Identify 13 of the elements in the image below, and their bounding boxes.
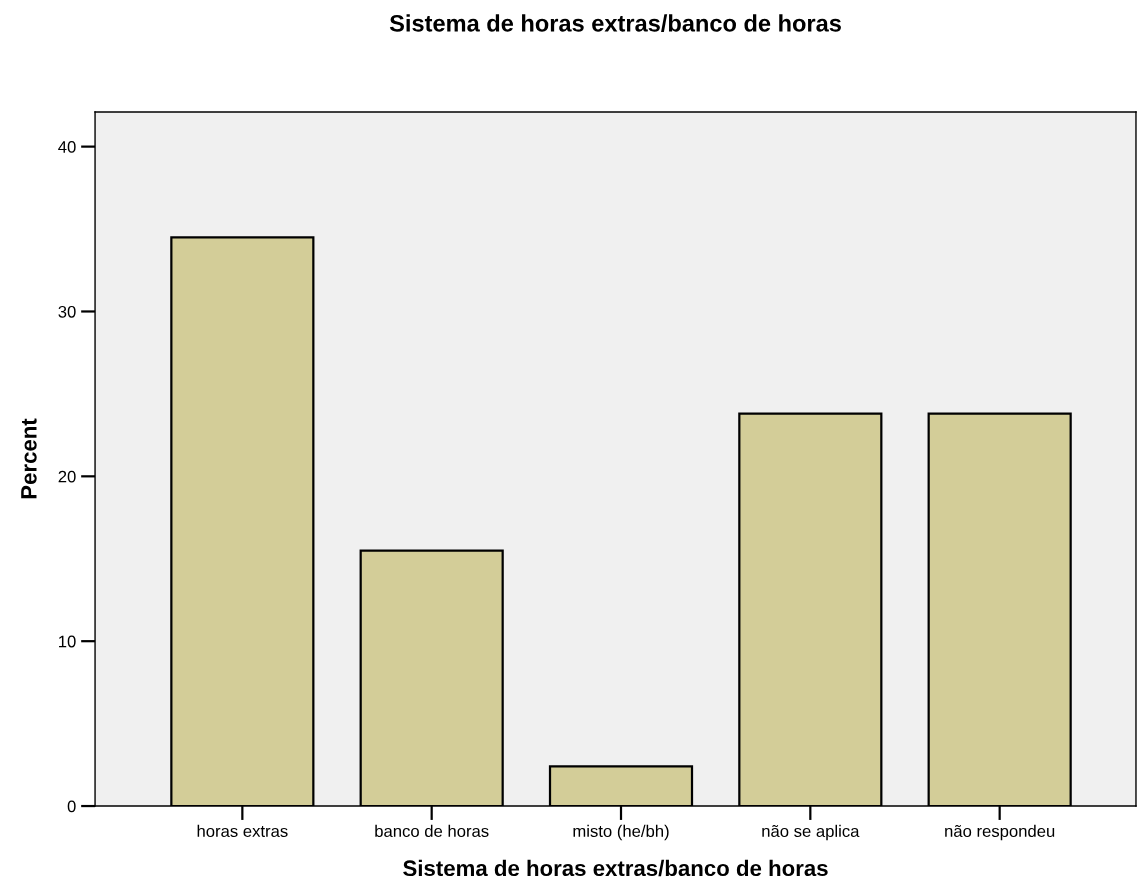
y-axis-title: Percent <box>21 418 37 499</box>
x-tick-label: não se aplica <box>762 824 860 841</box>
y-tick-label: 0 <box>67 800 76 813</box>
x-tick-label: misto (he/bh) <box>573 824 669 841</box>
y-tick-label: 20 <box>58 470 76 483</box>
x-tick-label: não respondeu <box>945 824 1055 841</box>
y-tick-label: 30 <box>58 305 76 318</box>
x-tick-label: banco de horas <box>375 824 489 838</box>
chart-title: Sistema de horas extras/banco de horas <box>389 14 841 32</box>
y-tick-label: 10 <box>59 635 76 648</box>
x-axis-title: Sistema de horas extras/banco de horas <box>403 859 828 877</box>
y-tick-label: 40 <box>58 141 76 153</box>
x-tick-label: horas extras <box>197 824 288 838</box>
